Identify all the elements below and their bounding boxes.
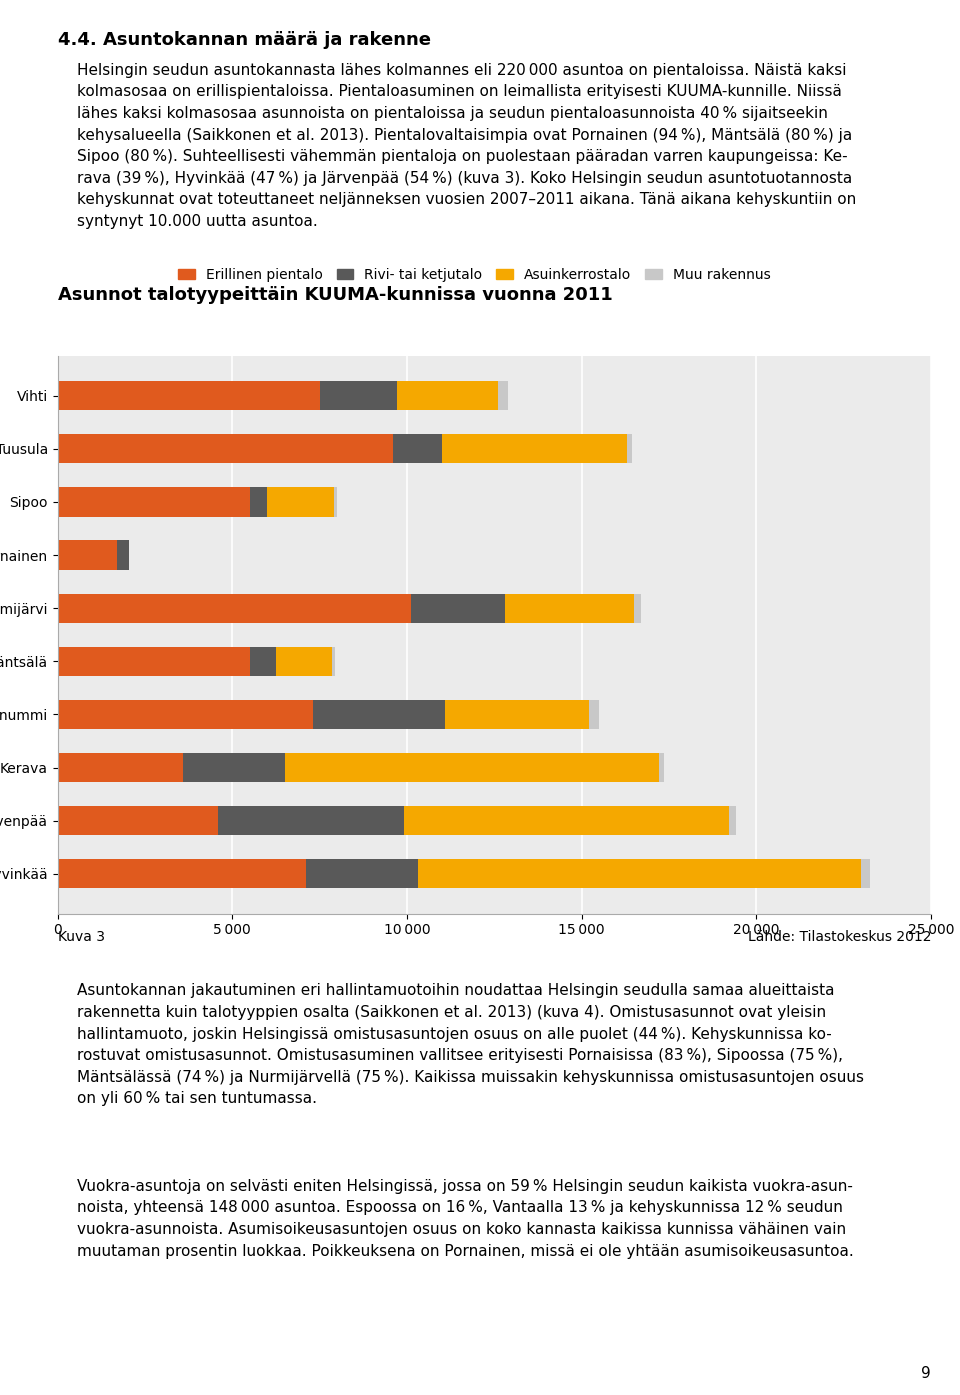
Text: Vuokra-asuntoja on selvästi eniten Helsingissä, jossa on 59 % Helsingin seudun k: Vuokra-asuntoja on selvästi eniten Helsi… bbox=[77, 1179, 853, 1258]
Bar bbox=[442, 434, 627, 463]
Bar bbox=[445, 700, 588, 730]
Text: Asunnot talotyypeittäin KUUMA-kunnissa vuonna 2011: Asunnot talotyypeittäin KUUMA-kunnissa v… bbox=[58, 286, 612, 304]
Text: Lähde: Tilastokeskus 2012: Lähde: Tilastokeskus 2012 bbox=[748, 930, 931, 944]
Bar bbox=[498, 381, 509, 410]
Legend: Erillinen pientalo, Rivi- tai ketjutalo, Asuinkerrostalo, Muu rakennus: Erillinen pientalo, Rivi- tai ketjutalo,… bbox=[179, 268, 771, 282]
Text: 4.4. Asuntokannan määrä ja rakenne: 4.4. Asuntokannan määrä ja rakenne bbox=[58, 31, 431, 49]
Bar bbox=[418, 859, 861, 889]
Bar bbox=[183, 753, 285, 783]
Bar bbox=[305, 859, 418, 889]
Bar bbox=[58, 487, 250, 516]
Bar bbox=[635, 593, 641, 622]
Bar bbox=[276, 647, 332, 677]
Bar bbox=[218, 806, 403, 836]
Bar bbox=[58, 434, 393, 463]
Bar bbox=[58, 859, 305, 889]
Bar bbox=[411, 593, 505, 622]
Bar bbox=[58, 593, 411, 622]
Bar bbox=[861, 859, 870, 889]
Bar bbox=[250, 487, 267, 516]
Text: Asuntokannan jakautuminen eri hallintamuotoihin noudattaa Helsingin seudulla sam: Asuntokannan jakautuminen eri hallintamu… bbox=[77, 983, 864, 1106]
Bar bbox=[393, 434, 442, 463]
Bar bbox=[250, 647, 276, 677]
Bar bbox=[313, 700, 445, 730]
Bar bbox=[58, 753, 183, 783]
Bar bbox=[403, 806, 729, 836]
Bar bbox=[320, 381, 396, 410]
Bar bbox=[505, 593, 635, 622]
Bar bbox=[117, 540, 130, 569]
Text: 9: 9 bbox=[922, 1366, 931, 1381]
Bar bbox=[58, 806, 218, 836]
Bar bbox=[332, 647, 335, 677]
Bar bbox=[267, 487, 334, 516]
Bar bbox=[396, 381, 498, 410]
Bar bbox=[58, 381, 320, 410]
Bar bbox=[58, 647, 250, 677]
Bar bbox=[285, 753, 659, 783]
Text: Kuva 3: Kuva 3 bbox=[58, 930, 105, 944]
Bar bbox=[659, 753, 664, 783]
Bar bbox=[627, 434, 633, 463]
Bar bbox=[58, 700, 313, 730]
Bar bbox=[58, 540, 117, 569]
Bar bbox=[334, 487, 337, 516]
Bar bbox=[729, 806, 735, 836]
Text: Helsingin seudun asuntokannasta lähes kolmannes eli 220 000 asuntoa on pientaloi: Helsingin seudun asuntokannasta lähes ko… bbox=[77, 63, 856, 229]
Bar bbox=[588, 700, 599, 730]
